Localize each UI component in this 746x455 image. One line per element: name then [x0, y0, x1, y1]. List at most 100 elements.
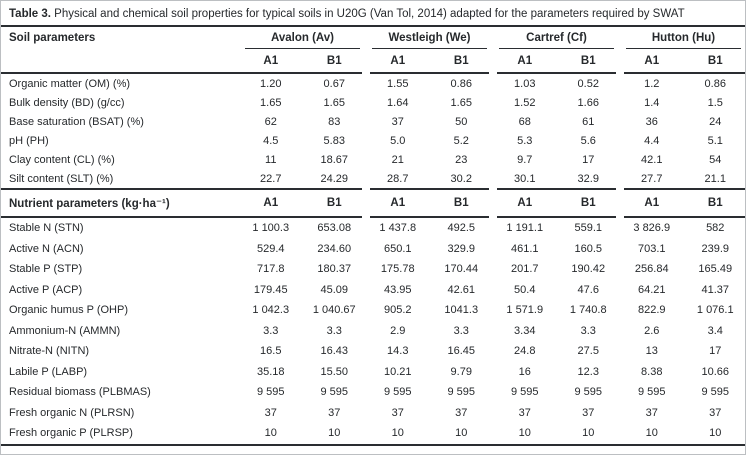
table-cell: 10: [709, 427, 722, 440]
table-caption-label: Table 3.: [9, 8, 51, 20]
subcolumn-header: B1: [326, 197, 342, 209]
separator-segment: [370, 216, 489, 218]
table-row: Bulk density (BD) (g/cc) 1.65 1.65 1.64 1.65…: [1, 93, 745, 112]
row-label: Organic matter (OM) (%): [9, 77, 131, 90]
table-row: Ammonium-N (AMMN) 3.3 3.3 2.9 3.3 3.34 3.3 2.6 3…: [1, 321, 745, 342]
table-cell: 1.20: [260, 77, 282, 90]
soil-type-column-group: 14.3 16.45: [366, 345, 493, 357]
table-cell: 27.7: [641, 172, 663, 185]
table-cell: 42.61: [447, 283, 476, 296]
row-label: pH (PH): [9, 134, 49, 147]
row-label: Active N (ACN): [9, 242, 84, 255]
soil-type-column-group: 4.5 5.83: [239, 135, 366, 147]
table-cell: 234.60: [317, 242, 352, 255]
table-cell: 582: [706, 222, 725, 235]
soil-type-column-group: A1 B1: [620, 54, 745, 67]
row-label: Organic humus P (OHP): [9, 304, 129, 317]
soil-type-column-group: A1 B1: [366, 55, 493, 67]
separator-segment: [1, 72, 362, 74]
table-cell: 27.5: [577, 345, 599, 358]
table-cell: 1 740.8: [569, 304, 607, 317]
table-cell: 50.4: [514, 283, 536, 296]
table-cell: 5.3: [517, 134, 533, 147]
separator-segment: [1, 188, 362, 190]
separator-gap: [489, 216, 497, 218]
soil-type-column-group: A1 B1: [493, 55, 620, 67]
separator-segment: [497, 188, 616, 190]
table-cell: 61: [582, 115, 595, 128]
soil-type-column-group: 461.1 160.5: [493, 243, 620, 255]
separator-gap: [616, 72, 624, 74]
soil-type-column-group: 1 100.3 653.08: [239, 222, 366, 234]
subcolumn-header: A1: [390, 197, 406, 209]
table-cell: 62: [264, 115, 277, 128]
soil-type-column-group: 1.52 1.66: [493, 97, 620, 109]
table-cell: 9 595: [574, 386, 603, 399]
soil-type-column-group: 703.1 239.9: [620, 243, 745, 255]
table-row: Active P (ACP) 179.45 45.09 43.95 42.61 50.4 4…: [1, 280, 745, 301]
soil-properties-table: Soil parameters Avalon (Av) Westleigh (We)…: [1, 27, 745, 446]
separator-segment: [370, 188, 489, 190]
subcolumn-header: A1: [517, 54, 533, 67]
table-cell: 35.18: [256, 365, 285, 378]
table-cell: 9.79: [450, 365, 472, 378]
separator-segment: [1, 216, 362, 218]
table-bottom-rule: [1, 443, 745, 446]
table-cell: 37: [709, 406, 722, 419]
subcolumn-header: B1: [707, 54, 723, 67]
soil-type-column-group: 5.0 5.2: [366, 135, 493, 147]
column-group-header: Westleigh (We): [372, 27, 487, 49]
soil-type-column-group: A1 B1: [620, 197, 745, 209]
table-cell: 1.4: [644, 96, 660, 109]
table-cell: 10: [264, 427, 277, 440]
table-cell: 9 595: [320, 386, 349, 399]
subcolumn-header: B1: [453, 197, 469, 209]
table-caption: Table 3. Physical and chemical soil prop…: [1, 1, 745, 27]
separator-gap: [362, 72, 370, 74]
row-label: Clay content (CL) (%): [9, 153, 115, 166]
table-cell: 10.66: [701, 365, 730, 378]
table-row: Silt content (SLT) (%) 22.7 24.29 28.7 30.2 3…: [1, 169, 745, 188]
soil-type-column-group: 5.3 5.6: [493, 135, 620, 147]
soil-type-column-group: 1.65 1.65: [239, 97, 366, 109]
table-cell: 1.5: [707, 96, 723, 109]
soil-type-column-group: 43.95 42.61: [366, 284, 493, 296]
separator-gap: [616, 188, 624, 190]
table-cell: 2.6: [644, 324, 660, 337]
table-cell: 1.64: [387, 96, 409, 109]
soil-type-column-group: 1.20 0.67: [239, 78, 366, 90]
soil-type-column-group: 1.55 0.86: [366, 78, 493, 90]
separator-segment: [497, 216, 616, 218]
table-cell: 1.66: [577, 96, 599, 109]
table-cell: 8.38: [641, 365, 663, 378]
table-cell: 650.1: [383, 242, 412, 255]
separator-line: [1, 188, 745, 190]
soil-type-column-group: 62 83: [239, 116, 366, 128]
soil-type-column-group: 10 10: [493, 427, 620, 439]
table-cell: 10.21: [383, 365, 412, 378]
soil-type-column-group: 9 595 9 595: [239, 386, 366, 398]
table-cell: 28.7: [387, 172, 409, 185]
table-cell: 37: [264, 406, 277, 419]
soil-type-column-group: 1 437.8 492.5: [366, 222, 493, 234]
table-cell: 1 191.1: [506, 222, 544, 235]
table-cell: 23: [455, 153, 468, 166]
table-cell: 83: [328, 115, 341, 128]
row-label: Ammonium-N (AMMN): [9, 324, 121, 337]
soil-type-column-group: 1.2 0.86: [620, 78, 745, 90]
table-cell: 10: [455, 427, 468, 440]
soil-type-column-group: 10.21 9.79: [366, 366, 493, 378]
table-cell: 461.1: [510, 242, 539, 255]
subcolumn-header: A1: [263, 54, 279, 67]
table-cell: 24.29: [320, 172, 349, 185]
table-cell: 16.45: [447, 345, 476, 358]
soil-type-column-group: A1 B1: [239, 55, 366, 67]
soil-type-column-group: 30.1 32.9: [493, 173, 620, 185]
table-cell: 21: [391, 153, 404, 166]
soil-type-column-group: 37 37: [620, 406, 745, 419]
table-cell: 36: [645, 115, 658, 128]
table-cell: 9 595: [637, 386, 666, 399]
row-label: Silt content (SLT) (%): [9, 172, 114, 185]
table-cell: 47.6: [577, 283, 599, 296]
